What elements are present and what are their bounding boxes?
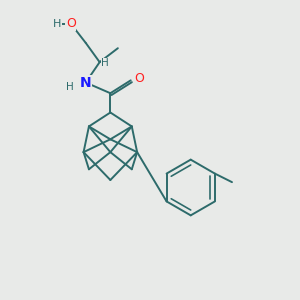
Text: O: O [134, 72, 144, 85]
Text: N: N [80, 76, 92, 89]
Text: H: H [66, 82, 74, 92]
Text: O: O [66, 17, 76, 30]
Text: H: H [101, 58, 109, 68]
Text: H: H [52, 19, 61, 28]
